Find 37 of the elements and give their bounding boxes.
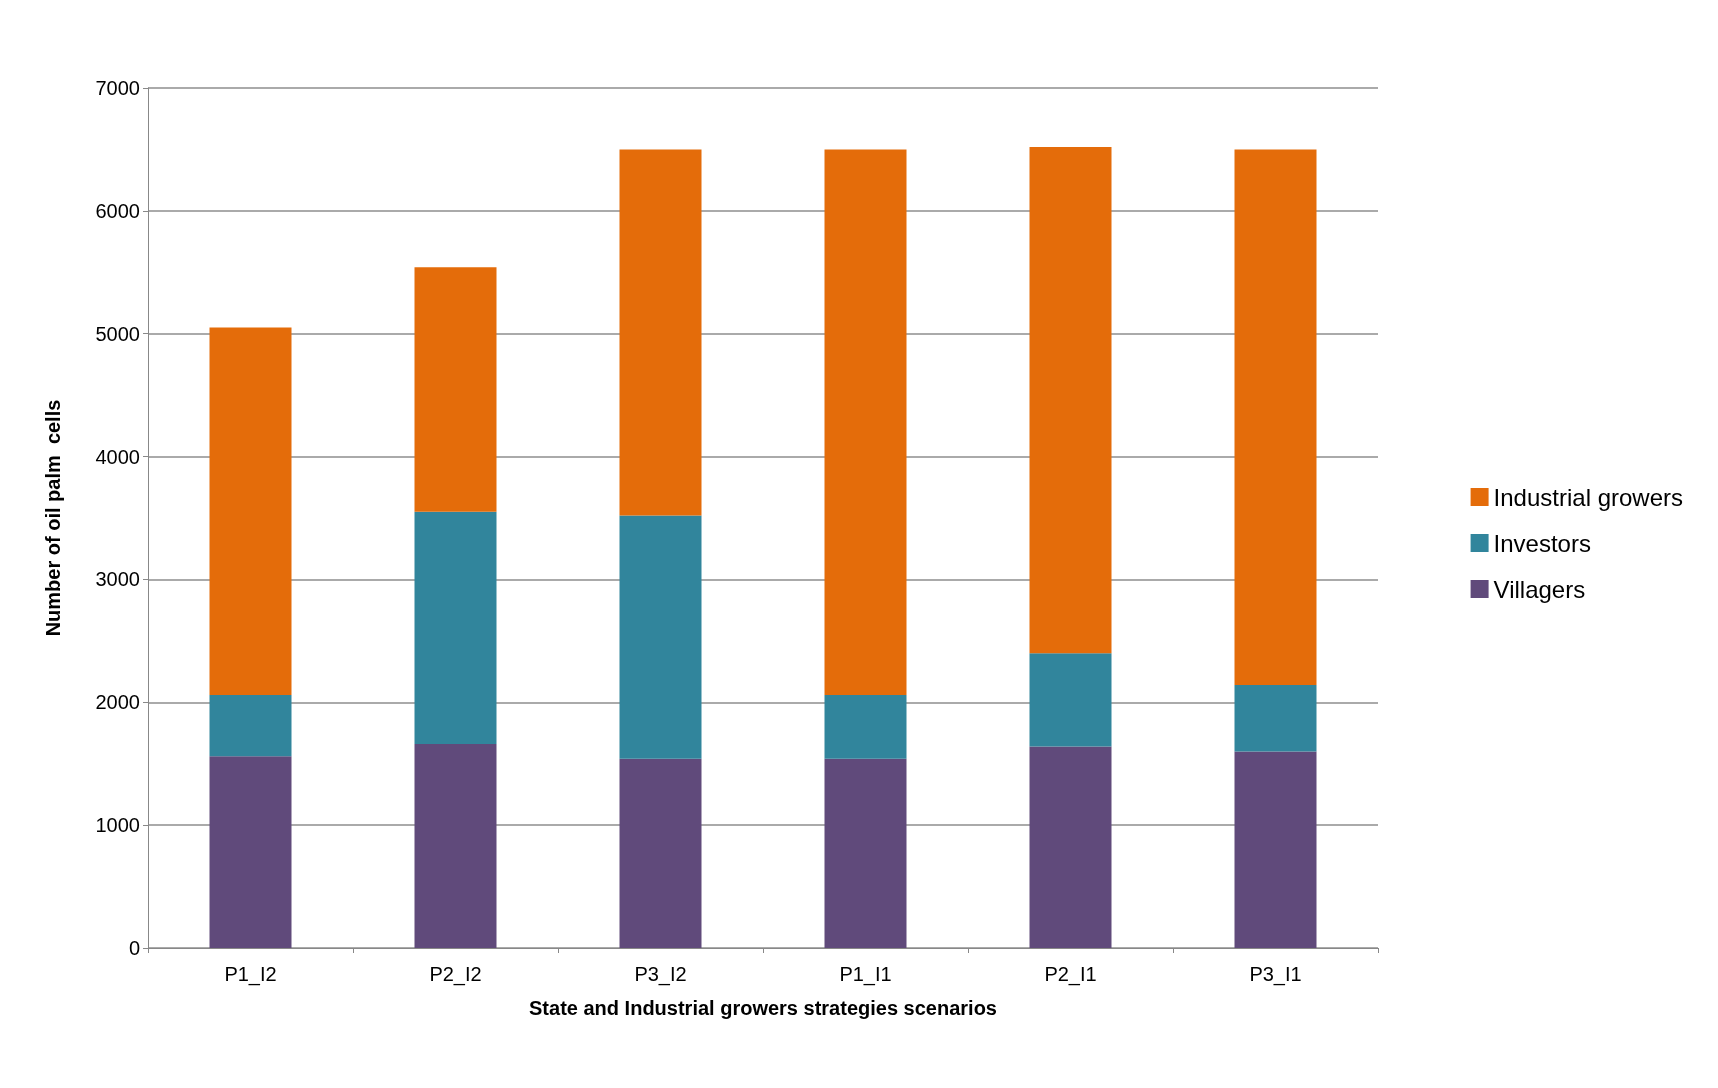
legend-label: Villagers <box>1493 575 1586 603</box>
bar <box>824 149 907 695</box>
y-tick-label: 4000 <box>95 445 140 468</box>
bar <box>1029 146 1112 654</box>
x-tick-label: P3_I1 <box>1249 963 1302 986</box>
bar <box>1029 653 1112 747</box>
bar <box>824 694 907 759</box>
bar <box>1029 746 1112 948</box>
bar <box>414 511 497 745</box>
y-tick-label: 1000 <box>95 814 140 837</box>
y-tick-label: 2000 <box>95 691 140 714</box>
bar <box>209 694 292 757</box>
bar <box>414 744 497 948</box>
y-tick-label: 5000 <box>95 322 140 345</box>
bar <box>619 758 702 948</box>
legend-label: Investors <box>1493 529 1591 557</box>
x-tick-label: P1_I1 <box>839 963 892 986</box>
bar <box>414 267 497 512</box>
bar <box>209 756 292 948</box>
x-tick-label: P1_I2 <box>224 963 277 986</box>
y-axis-title: Number of oil palm cells <box>42 399 64 637</box>
y-tick-label: 3000 <box>95 568 140 591</box>
y-tick-label: 7000 <box>95 77 140 99</box>
bar <box>619 149 702 516</box>
bar <box>824 758 907 948</box>
bar <box>1234 685 1317 752</box>
y-tick-label: 6000 <box>95 199 140 222</box>
bar <box>619 515 702 759</box>
x-axis-title: State and Industrial growers strategies scenarios <box>529 997 997 1019</box>
x-tick-label: P2_I1 <box>1044 963 1097 986</box>
bar <box>1234 149 1317 686</box>
y-tick-label: 0 <box>128 937 140 959</box>
bar <box>209 327 292 695</box>
bar <box>1234 751 1317 948</box>
x-tick-label: P3_I2 <box>634 963 687 986</box>
legend-label: Industrial growers <box>1493 483 1684 511</box>
x-tick-label: P2_I2 <box>429 963 482 986</box>
